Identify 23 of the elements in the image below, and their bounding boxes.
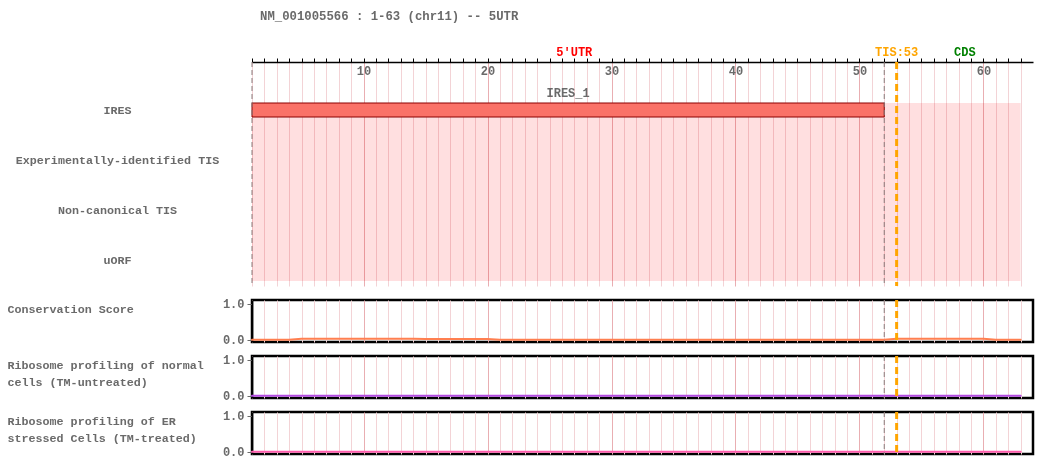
y-tick-label: 0.0 xyxy=(222,390,245,405)
y-tick-label: Experimentally-identified TIS xyxy=(15,154,220,168)
ref-line-label: TIS:53 xyxy=(875,46,919,60)
y-axis-title: Conservation Score xyxy=(7,302,134,317)
x-tick-label: 30 xyxy=(604,64,620,79)
y-tick-label: 1.0 xyxy=(222,410,245,425)
y-tick-label: 0.0 xyxy=(222,446,245,461)
text: CDS xyxy=(954,46,976,60)
y-tick-label: uORF xyxy=(103,254,132,268)
y-axis-title: Ribosome profiling of normal cells (TM-untreated) xyxy=(7,358,204,390)
x-tick-label: 10 xyxy=(356,64,372,79)
x-tick-label: 60 xyxy=(976,64,992,79)
chart-title: NM_001005566 : 1-63 (chr11) -- 5UTR xyxy=(260,9,519,24)
y-tick-label: Non-canonical TIS xyxy=(57,204,178,218)
y-axis-title: Ribosome profiling of ER stressed Cells (TM-treated) xyxy=(7,414,197,446)
x-tick-label: 20 xyxy=(480,64,496,79)
y-tick-label: 1.0 xyxy=(222,354,245,369)
y-tick-label: IRES xyxy=(103,104,132,118)
x-tick-label: 40 xyxy=(728,64,744,79)
text: 5'UTR xyxy=(556,46,594,60)
x-tick-label: 50 xyxy=(852,64,868,79)
annotation: IRES_1 xyxy=(546,87,590,101)
y-tick-label: 1.0 xyxy=(222,298,245,313)
